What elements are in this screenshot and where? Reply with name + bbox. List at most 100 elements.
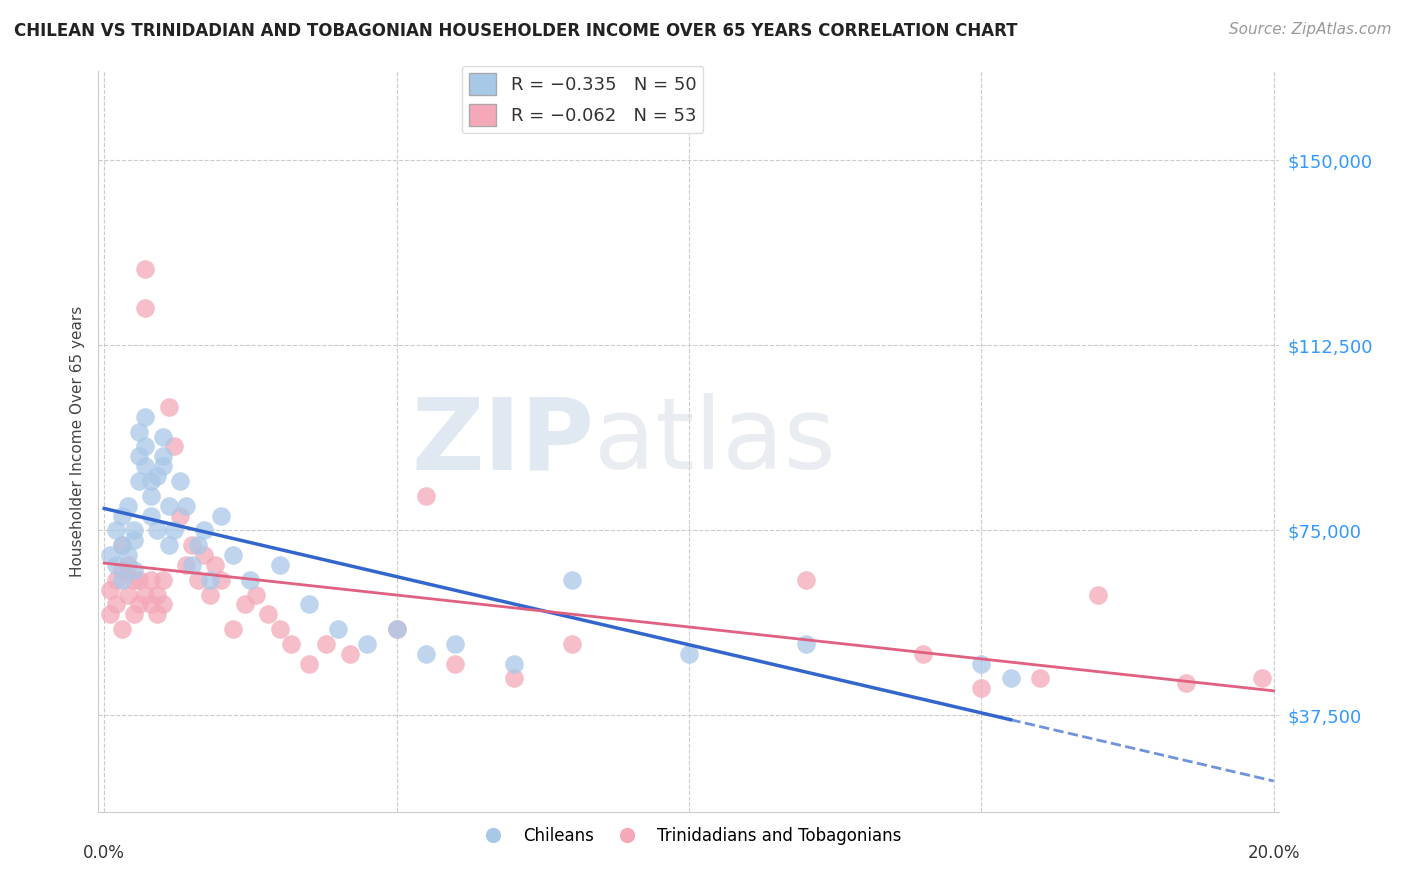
Point <box>104 573 127 587</box>
Point <box>1174 676 1197 690</box>
Point <box>139 573 162 587</box>
Point <box>122 563 145 577</box>
Point <box>152 573 174 587</box>
Point <box>794 637 817 651</box>
Point <box>1251 672 1274 686</box>
Point <box>117 558 139 572</box>
Point <box>152 450 174 464</box>
Point <box>356 637 378 651</box>
Point <box>187 573 209 587</box>
Point <box>187 538 209 552</box>
Point <box>111 538 134 552</box>
Point <box>298 657 321 671</box>
Point <box>561 573 583 587</box>
Point <box>298 598 321 612</box>
Point <box>970 657 993 671</box>
Point <box>269 622 291 636</box>
Point <box>269 558 291 572</box>
Text: ZIP: ZIP <box>412 393 595 490</box>
Point <box>111 573 134 587</box>
Point <box>193 548 215 562</box>
Point <box>239 573 262 587</box>
Text: 20.0%: 20.0% <box>1247 844 1301 862</box>
Point <box>104 598 127 612</box>
Point <box>139 474 162 488</box>
Point <box>257 607 280 622</box>
Point <box>415 647 437 661</box>
Point <box>146 524 169 538</box>
Point <box>146 607 169 622</box>
Point <box>98 607 121 622</box>
Text: Source: ZipAtlas.com: Source: ZipAtlas.com <box>1229 22 1392 37</box>
Point <box>128 450 150 464</box>
Point <box>970 681 993 696</box>
Point <box>245 588 267 602</box>
Point <box>98 548 121 562</box>
Point <box>181 538 204 552</box>
Point <box>415 489 437 503</box>
Point <box>157 400 180 414</box>
Point <box>339 647 361 661</box>
Text: atlas: atlas <box>595 393 837 490</box>
Point <box>152 429 174 443</box>
Point <box>502 657 524 671</box>
Point <box>315 637 337 651</box>
Point <box>385 622 408 636</box>
Point <box>444 657 467 671</box>
Point <box>98 582 121 597</box>
Point <box>122 573 145 587</box>
Point <box>122 524 145 538</box>
Point <box>146 469 169 483</box>
Point <box>163 440 186 454</box>
Point <box>128 425 150 439</box>
Point <box>122 607 145 622</box>
Point <box>561 637 583 651</box>
Point <box>911 647 934 661</box>
Point <box>104 558 127 572</box>
Point <box>174 499 197 513</box>
Point <box>222 622 245 636</box>
Text: 0.0%: 0.0% <box>83 844 125 862</box>
Point <box>222 548 245 562</box>
Point <box>134 261 156 276</box>
Point <box>139 508 162 523</box>
Point <box>1029 672 1052 686</box>
Point <box>157 538 180 552</box>
Y-axis label: Householder Income Over 65 years: Householder Income Over 65 years <box>70 306 86 577</box>
Point <box>134 440 156 454</box>
Point <box>444 637 467 651</box>
Point <box>117 548 139 562</box>
Point <box>117 588 139 602</box>
Point <box>502 672 524 686</box>
Point <box>181 558 204 572</box>
Point <box>326 622 349 636</box>
Text: CHILEAN VS TRINIDADIAN AND TOBAGONIAN HOUSEHOLDER INCOME OVER 65 YEARS CORRELATI: CHILEAN VS TRINIDADIAN AND TOBAGONIAN HO… <box>14 22 1018 40</box>
Point <box>139 598 162 612</box>
Point <box>128 573 150 587</box>
Point <box>111 563 134 577</box>
Point <box>174 558 197 572</box>
Point <box>134 301 156 316</box>
Point <box>169 508 191 523</box>
Point <box>152 459 174 474</box>
Point <box>385 622 408 636</box>
Point <box>104 524 127 538</box>
Point <box>193 524 215 538</box>
Point <box>198 588 221 602</box>
Point <box>111 538 134 552</box>
Point <box>111 622 134 636</box>
Point <box>233 598 256 612</box>
Point <box>1087 588 1109 602</box>
Point <box>111 508 134 523</box>
Point <box>146 588 169 602</box>
Point <box>122 533 145 548</box>
Point <box>198 573 221 587</box>
Point <box>157 499 180 513</box>
Point <box>209 573 232 587</box>
Point <box>134 409 156 424</box>
Point <box>128 598 150 612</box>
Point <box>152 598 174 612</box>
Point <box>134 459 156 474</box>
Point <box>139 489 162 503</box>
Point <box>678 647 700 661</box>
